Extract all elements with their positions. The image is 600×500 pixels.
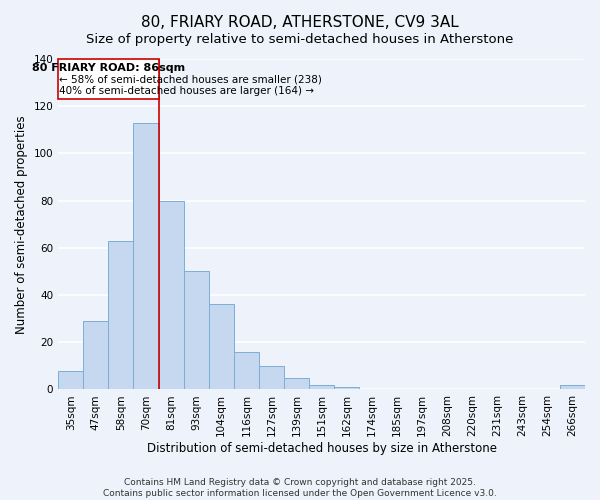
Text: 80 FRIARY ROAD: 86sqm: 80 FRIARY ROAD: 86sqm	[32, 62, 185, 72]
Bar	[234, 352, 259, 390]
Text: ← 58% of semi-detached houses are smaller (238): ← 58% of semi-detached houses are smalle…	[59, 74, 322, 85]
Bar	[334, 387, 359, 390]
Bar	[259, 366, 284, 390]
Bar	[209, 304, 234, 390]
Bar	[284, 378, 309, 390]
FancyBboxPatch shape	[58, 59, 158, 99]
Bar	[133, 122, 158, 390]
Bar	[83, 321, 109, 390]
Bar	[158, 200, 184, 390]
Bar	[109, 241, 133, 390]
Text: Contains HM Land Registry data © Crown copyright and database right 2025.
Contai: Contains HM Land Registry data © Crown c…	[103, 478, 497, 498]
Y-axis label: Number of semi-detached properties: Number of semi-detached properties	[15, 115, 28, 334]
X-axis label: Distribution of semi-detached houses by size in Atherstone: Distribution of semi-detached houses by …	[146, 442, 497, 455]
Bar	[560, 384, 585, 390]
Bar	[309, 384, 334, 390]
Bar	[58, 370, 83, 390]
Text: 80, FRIARY ROAD, ATHERSTONE, CV9 3AL: 80, FRIARY ROAD, ATHERSTONE, CV9 3AL	[141, 15, 459, 30]
Text: 40% of semi-detached houses are larger (164) →: 40% of semi-detached houses are larger (…	[59, 86, 314, 96]
Bar	[184, 272, 209, 390]
Text: Size of property relative to semi-detached houses in Atherstone: Size of property relative to semi-detach…	[86, 32, 514, 46]
